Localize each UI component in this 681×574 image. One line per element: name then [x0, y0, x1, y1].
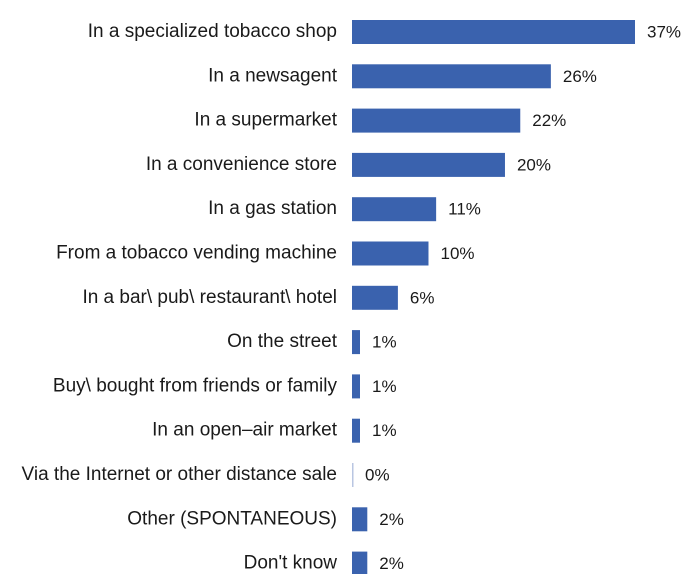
- bar: [352, 463, 354, 487]
- value-label: 0%: [365, 465, 390, 484]
- bar: [352, 197, 437, 222]
- bar: [352, 330, 360, 355]
- bar: [352, 285, 398, 310]
- category-label: In a specialized tobacco shop: [88, 21, 337, 42]
- value-label: 20%: [517, 155, 551, 174]
- category-label: Buy\ bought from friends or family: [53, 375, 338, 396]
- category-label: From a tobacco vending machine: [56, 243, 337, 264]
- category-label: In a convenience store: [146, 154, 337, 175]
- value-label: 22%: [532, 111, 566, 130]
- category-label: Don't know: [244, 553, 338, 574]
- category-label: In a supermarket: [194, 110, 337, 131]
- bar: [352, 152, 505, 177]
- category-label: Other (SPONTANEOUS): [127, 508, 337, 529]
- value-label: 10%: [440, 244, 474, 263]
- category-label: In a gas station: [208, 198, 337, 219]
- bar: [352, 551, 368, 574]
- value-label: 1%: [372, 333, 397, 352]
- bar: [352, 20, 635, 44]
- value-label: 26%: [563, 67, 597, 86]
- bar: [352, 507, 368, 532]
- bar: [352, 241, 429, 266]
- value-label: 2%: [379, 554, 404, 573]
- bar: [352, 418, 360, 443]
- bar: [352, 64, 551, 89]
- bar: [352, 374, 360, 399]
- value-label: 2%: [379, 510, 404, 529]
- category-label: In a newsagent: [208, 65, 338, 86]
- bar: [352, 108, 521, 133]
- value-label: 37%: [647, 22, 681, 41]
- value-label: 6%: [410, 288, 435, 307]
- category-label: Via the Internet or other distance sale: [22, 464, 337, 485]
- value-label: 1%: [372, 421, 397, 440]
- category-label: In a bar\ pub\ restaurant\ hotel: [82, 287, 337, 308]
- category-label: On the street: [227, 331, 338, 352]
- category-label: In an open–air market: [152, 420, 338, 441]
- value-label: 1%: [372, 377, 397, 396]
- value-label: 11%: [448, 200, 481, 219]
